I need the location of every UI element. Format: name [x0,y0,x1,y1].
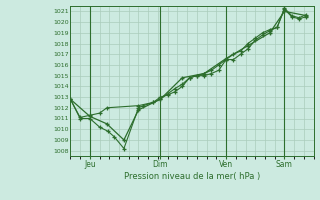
X-axis label: Pression niveau de la mer( hPa ): Pression niveau de la mer( hPa ) [124,172,260,181]
